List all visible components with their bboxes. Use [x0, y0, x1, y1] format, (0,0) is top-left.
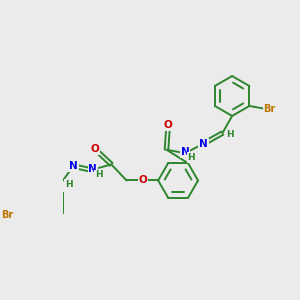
Text: O: O	[139, 176, 148, 185]
Text: N: N	[199, 139, 208, 148]
Text: H: H	[188, 153, 195, 162]
Text: N: N	[69, 161, 78, 171]
Text: N: N	[88, 164, 97, 174]
Text: Br: Br	[263, 104, 276, 114]
Text: H: H	[65, 180, 73, 189]
Text: O: O	[164, 120, 172, 130]
Text: Br: Br	[1, 209, 13, 220]
Text: N: N	[181, 148, 189, 158]
Text: H: H	[95, 170, 103, 179]
Text: H: H	[226, 130, 234, 139]
Text: O: O	[90, 144, 99, 154]
